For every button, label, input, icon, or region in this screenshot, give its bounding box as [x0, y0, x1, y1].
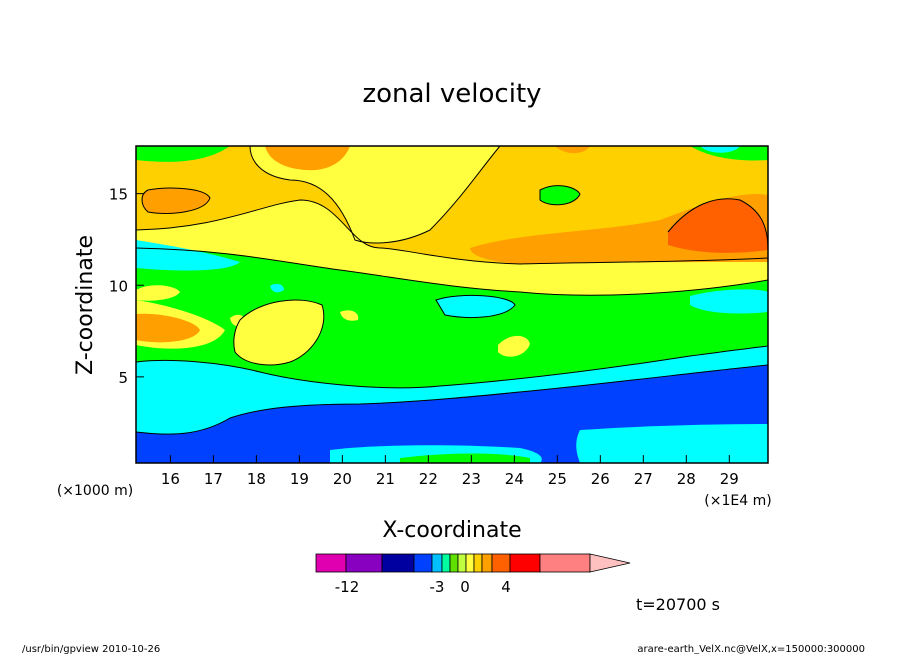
x-tick-label: 23	[462, 470, 481, 488]
footer-right: arare-earth_VelX.nc@VelX,x=150000:300000	[637, 644, 865, 654]
colorbar-label: 4	[501, 578, 511, 596]
x-axis-label: X-coordinate	[382, 518, 521, 543]
colorbar-swatch	[413, 553, 433, 573]
y-tick-label: 15	[109, 186, 128, 204]
x-tick-label: 22	[419, 470, 438, 488]
y-axis-label: Z-coordinate	[73, 235, 98, 375]
layer-yellow-mid1	[136, 285, 180, 301]
time-label: t=20700 s	[636, 595, 720, 614]
colorbar-swatch	[457, 553, 467, 573]
layer-cyan-bottom-right	[576, 424, 768, 463]
layer-cyan-topright	[700, 146, 740, 153]
contour-lines	[135, 145, 769, 435]
x-tick-label: 16	[161, 470, 180, 488]
colorbar-labels: -12 -3 0 4	[335, 578, 511, 596]
x-axis: 16 17 18 19 20 21 22 23 24 25 26 27 28 29	[161, 455, 739, 488]
x-tick-label: 19	[290, 470, 309, 488]
colorbar-arrow	[589, 553, 631, 573]
y-tick-label: 5	[118, 369, 128, 387]
x-tick-label: 25	[548, 470, 567, 488]
layer-cyan-dot	[270, 283, 284, 293]
colorbar-swatch	[481, 553, 493, 573]
y-axis: 5 10 15	[109, 186, 144, 387]
layer-green-bottom	[400, 453, 530, 463]
colorbar-swatch	[315, 553, 347, 573]
layer-yellow-mid4	[230, 314, 245, 327]
layer-yellow-mid6	[498, 335, 530, 357]
x-tick-label: 20	[333, 470, 352, 488]
layer-cyan-left	[136, 240, 240, 271]
layer-orange-top	[265, 146, 350, 171]
x-tick-label: 18	[247, 470, 266, 488]
colorbar-swatch	[539, 553, 591, 573]
colorbar-swatch	[449, 553, 459, 573]
layer-cyan-mid	[436, 295, 515, 318]
colorbar-label: 0	[460, 578, 470, 596]
x-tick-label: 29	[720, 470, 739, 488]
colorbar-swatch	[381, 553, 415, 573]
x-tick-label: 27	[634, 470, 653, 488]
x-unit-left: (×1000 m)	[57, 483, 133, 499]
layer-red-max	[668, 198, 768, 253]
colorbar-swatch	[465, 553, 475, 573]
layer-orange-top-2	[555, 146, 590, 154]
footer-left: /usr/bin/gpview 2010-10-26	[22, 644, 160, 654]
x-tick-label: 28	[677, 470, 696, 488]
layer-yellow-bump	[250, 146, 500, 243]
chart-title: zonal velocity	[362, 79, 541, 109]
colorbar-label: -12	[335, 578, 360, 596]
x-tick-label: 24	[505, 470, 524, 488]
colorbar-swatch	[509, 553, 541, 573]
colorbar-swatch	[441, 553, 451, 573]
colorbar	[315, 553, 631, 573]
x-tick-label: 17	[204, 470, 223, 488]
layer-cyan-right	[690, 289, 768, 314]
x-tick-label: 26	[591, 470, 610, 488]
contour-layers	[136, 146, 768, 463]
colorbar-swatch	[473, 553, 483, 573]
layer-orange-mid	[136, 313, 200, 343]
layer-green-topleft	[136, 146, 230, 162]
colorbar-swatch	[345, 553, 383, 573]
colorbar-swatch	[491, 553, 511, 573]
layer-green-island	[540, 185, 580, 205]
layer-yellow-mid5	[340, 310, 359, 321]
x-unit-right: (×1E4 m)	[704, 493, 771, 509]
layer-orange-left	[142, 188, 210, 214]
x-tick-label: 21	[376, 470, 395, 488]
colorbar-label: -3	[430, 578, 445, 596]
colorbar-swatch	[431, 553, 443, 573]
y-tick-label: 10	[109, 277, 128, 295]
layer-yellow-mid3	[233, 300, 324, 365]
plot-frame	[135, 145, 769, 464]
